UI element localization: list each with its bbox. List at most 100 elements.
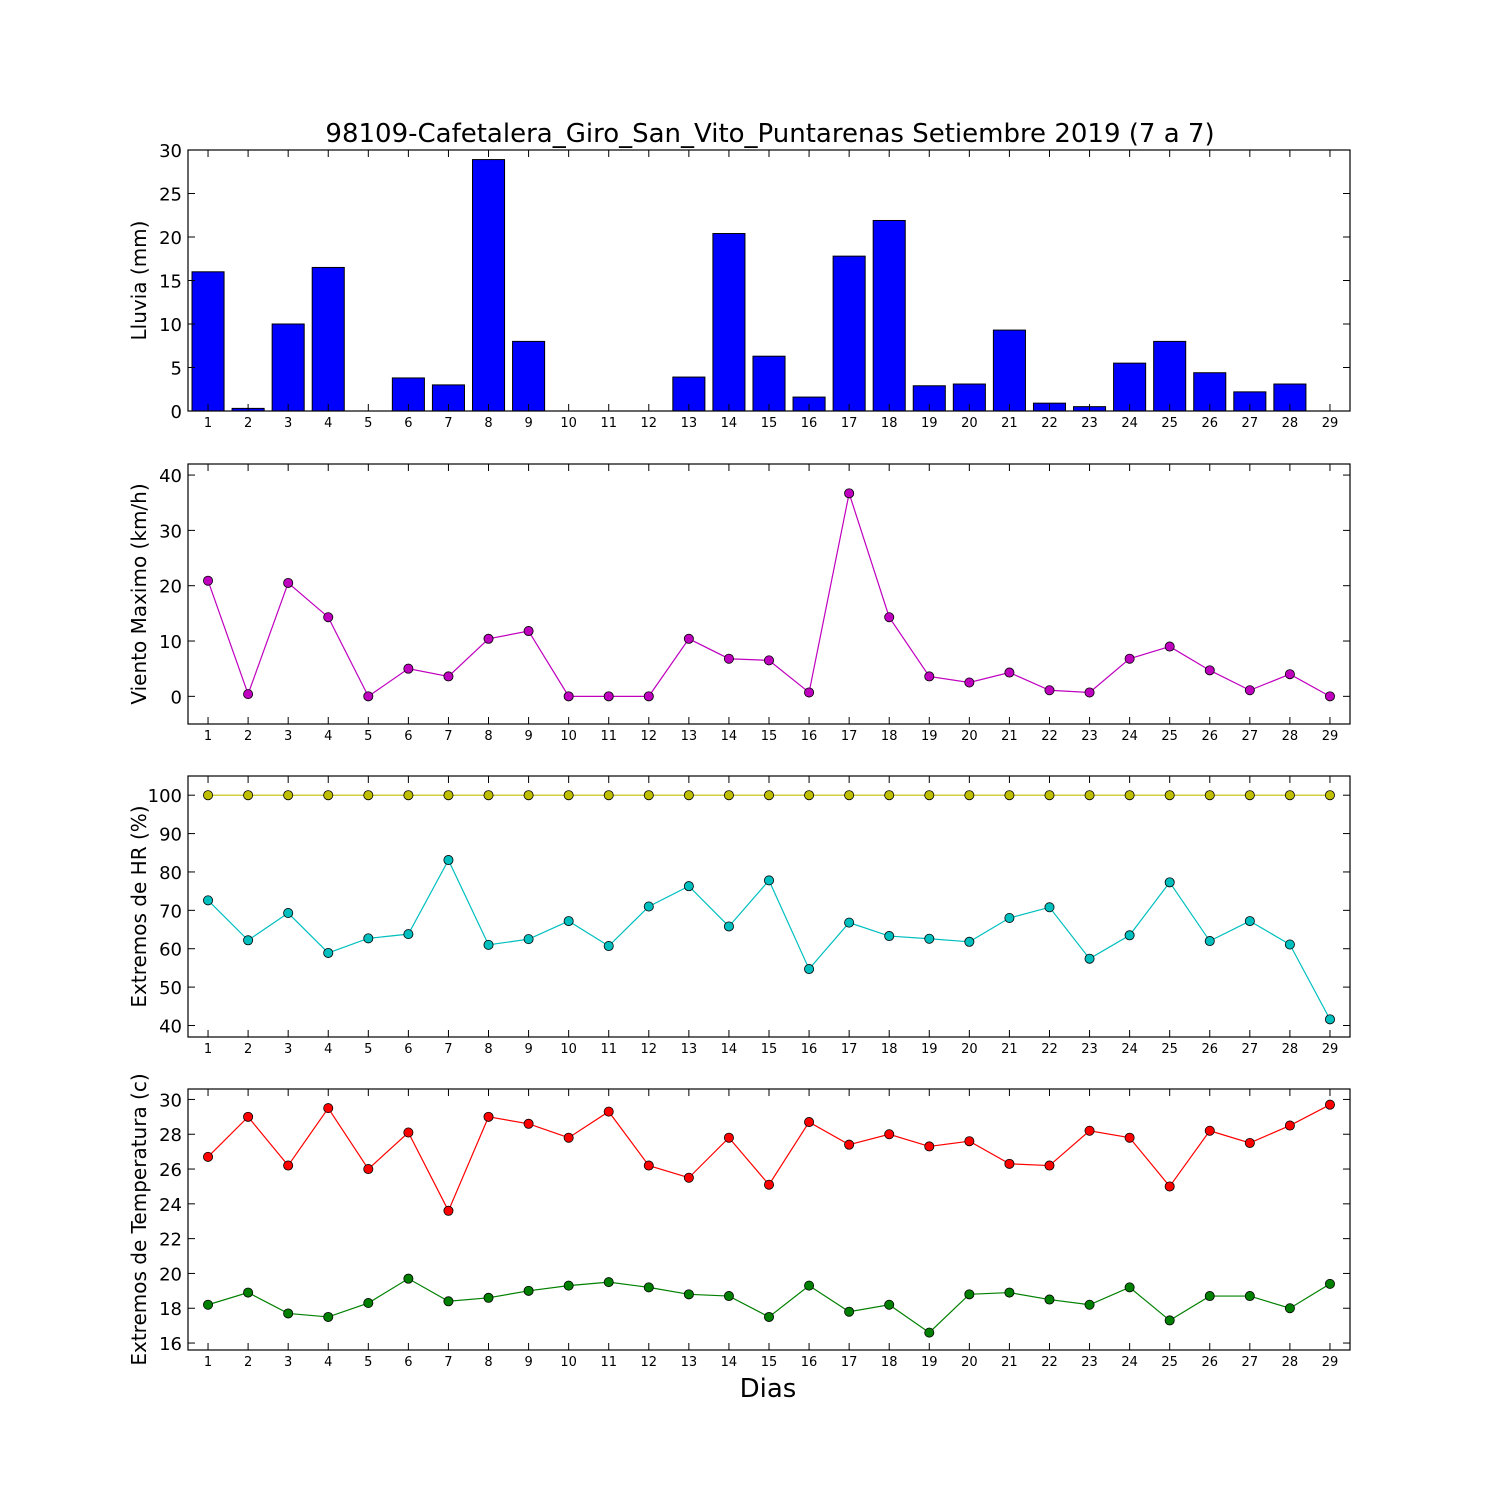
series-1-point-day-7 [443,790,454,801]
x-tick-label: 1 [204,1042,212,1057]
series-2-line [207,1277,1331,1334]
series-1-point-day-26 [1204,665,1215,676]
series-1-point-day-28 [1284,790,1295,801]
series-2-point-day-25 [1164,1315,1175,1326]
series-1-point-day-29 [1324,1099,1335,1110]
series-1-point-day-18 [884,612,895,623]
x-tick-label: 13 [681,416,698,431]
x-tick-label: 7 [444,416,452,431]
x-tick-label: 10 [560,729,577,744]
series-1-point-day-28 [1284,669,1295,680]
series-1-point-day-9 [523,790,534,801]
series-2-point-day-13 [683,1289,694,1300]
series-1-point-day-11 [603,691,614,702]
series-1-point-day-2 [243,790,254,801]
x-tick-label: 29 [1322,416,1339,431]
series-1-point-day-15 [764,790,775,801]
series-1-point-day-19 [924,790,935,801]
x-tick-label: 20 [961,1042,978,1057]
series-2-point-day-12 [643,901,654,912]
x-tick-label: 26 [1201,1042,1218,1057]
bar-day-15 [752,355,786,412]
x-tick-label: 15 [761,416,778,431]
x-tick-label: 21 [1001,1355,1018,1370]
x-tick-label: 11 [600,416,617,431]
x-tick-label: 15 [761,729,778,744]
series-1-point-day-23 [1084,1125,1095,1136]
series-1-point-day-5 [363,790,374,801]
bar-day-4 [311,266,345,412]
x-tick-label: 3 [284,1355,292,1370]
x-tick-label: 19 [921,1042,938,1057]
x-tick-label: 22 [1041,416,1058,431]
y-tick-label: 20 [159,1264,182,1285]
x-tick-label: 4 [324,1042,332,1057]
x-tick-label: 21 [1001,416,1018,431]
x-tick-label: 29 [1322,729,1339,744]
series-1-point-day-24 [1124,790,1135,801]
x-tick-label: 27 [1242,1042,1259,1057]
y-axis-label: Extremos de HR (%) [127,805,151,1007]
series-2-point-day-29 [1324,1278,1335,1289]
x-tick-label: 22 [1041,1355,1058,1370]
x-tick-label: 11 [600,1042,617,1057]
series-1-point-day-9 [523,1118,534,1129]
x-tick-label: 23 [1081,1042,1098,1057]
x-tick-label: 15 [761,1355,778,1370]
series-2-point-day-17 [844,1306,855,1317]
x-tick-label: 12 [641,1355,658,1370]
series-2-point-day-10 [563,916,574,927]
x-tick-label: 11 [600,729,617,744]
y-tick-label: 30 [159,1090,182,1111]
series-1-point-day-26 [1204,1125,1215,1136]
series-1-point-day-20 [964,1136,975,1147]
series-1-point-day-13 [683,633,694,644]
x-tick-label: 3 [284,1042,292,1057]
series-1-point-day-23 [1084,687,1095,698]
series-1-point-day-6 [403,663,414,674]
series-2-point-day-23 [1084,1299,1095,1310]
x-tick-label: 3 [284,416,292,431]
series-1-point-day-20 [964,677,975,688]
series-2-point-day-8 [483,939,494,950]
y-axis-label: Extremos de Temperatura (c) [127,1073,151,1365]
x-tick-label: 24 [1121,1355,1138,1370]
x-tick-label: 25 [1161,1355,1178,1370]
x-tick-label: 2 [244,1355,252,1370]
series-1-point-day-28 [1284,1120,1295,1131]
series-2-point-day-2 [243,935,254,946]
x-tick-label: 15 [761,1042,778,1057]
series-1-point-day-3 [283,1160,294,1171]
y-tick-label: 18 [159,1299,182,1320]
series-1-point-day-16 [804,1117,815,1128]
series-1-point-day-15 [764,1179,775,1190]
x-tick-label: 24 [1121,1042,1138,1057]
y-tick-label: 20 [159,577,182,598]
x-axis-label: Dias [740,1374,797,1404]
x-tick-label: 27 [1242,729,1259,744]
x-tick-label: 22 [1041,729,1058,744]
series-2-point-day-19 [924,933,935,944]
series-1-point-day-29 [1324,790,1335,801]
x-tick-label: 26 [1201,1355,1218,1370]
y-tick-label: 90 [159,825,182,846]
series-1-point-day-18 [884,1129,895,1140]
series-1-point-day-24 [1124,653,1135,664]
x-tick-label: 12 [641,1042,658,1057]
plot-frame [187,1088,1351,1351]
y-tick-label: 40 [159,466,182,487]
series-1-point-day-22 [1044,685,1055,696]
x-tick-label: 18 [881,1042,898,1057]
series-1-point-day-26 [1204,790,1215,801]
x-tick-label: 4 [324,416,332,431]
x-tick-label: 2 [244,416,252,431]
series-2-point-day-24 [1124,930,1135,941]
bar-day-24 [1113,362,1147,412]
series-2-point-day-8 [483,1292,494,1303]
series-1-point-day-8 [483,1111,494,1122]
y-tick-label: 28 [159,1125,182,1146]
x-tick-label: 21 [1001,1042,1018,1057]
series-1-point-day-3 [283,790,294,801]
x-tick-label: 27 [1242,416,1259,431]
